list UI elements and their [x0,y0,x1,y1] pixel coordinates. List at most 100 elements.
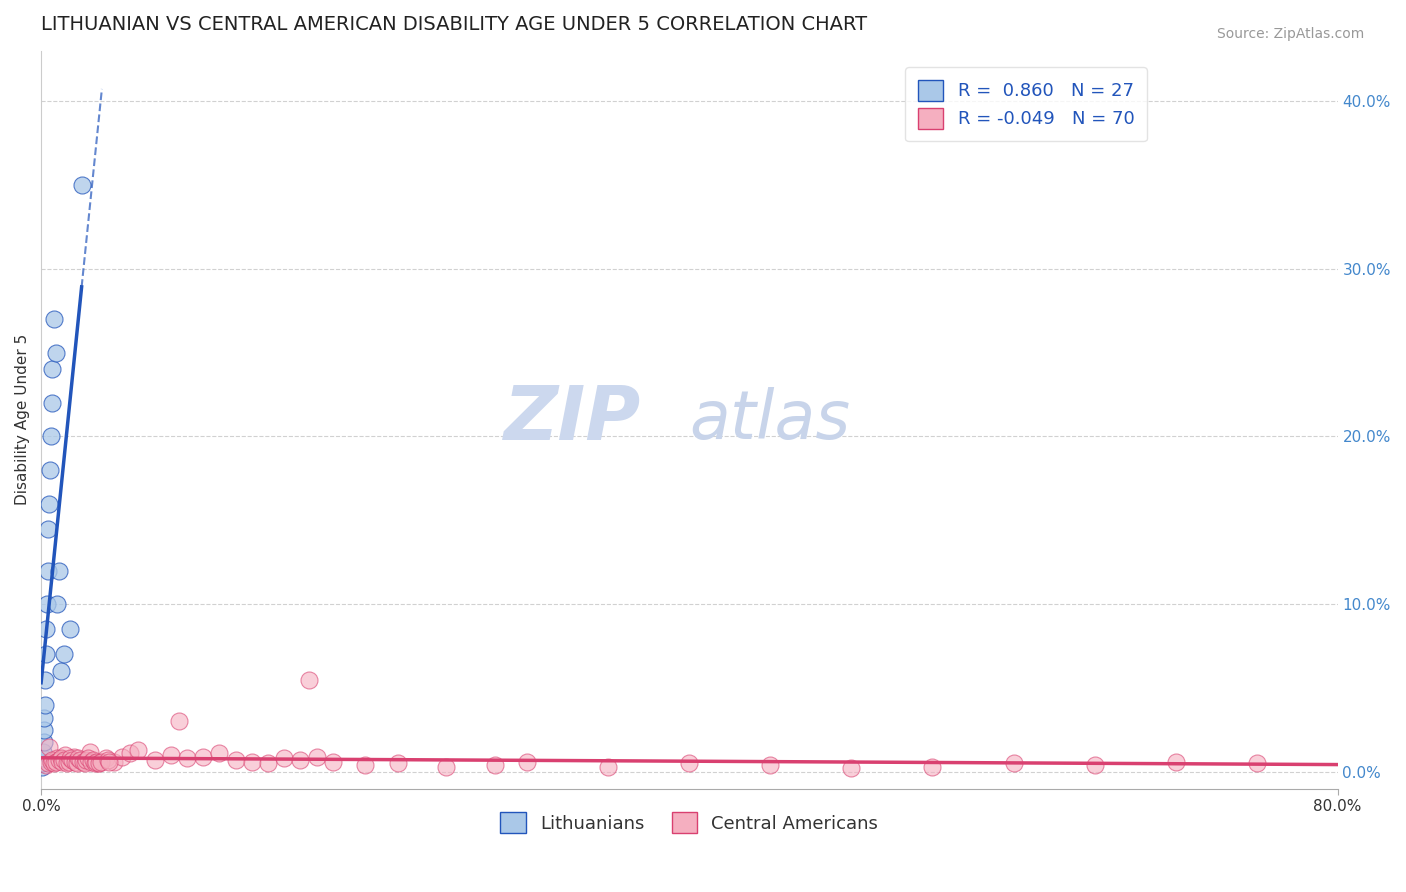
Point [45,345,67,359]
Point [63,755,86,769]
Point [305,749,328,764]
Point [42,312,65,326]
Point [67,751,90,765]
Point [49,751,72,765]
Point [46,597,69,611]
Point [66,756,89,771]
Point [41,362,63,376]
Point [49,664,72,678]
Point [51,755,73,769]
Point [55,747,77,762]
Point [90,755,112,769]
Point [76,753,98,767]
Point [1164,755,1187,769]
Point [69,753,91,767]
Point [208,747,231,761]
Point [516,755,538,769]
Point [35,622,58,636]
Point [46,751,69,765]
Point [39,429,62,443]
Point [322,755,344,769]
Point [103,755,125,769]
Point [34,698,56,712]
Point [79,745,101,759]
Point [290,753,312,767]
Point [434,760,457,774]
Point [52,648,75,662]
Point [37,564,59,578]
Point [35,758,58,772]
Point [678,756,700,771]
Point [143,753,166,767]
Legend: Lithuanians, Central Americans: Lithuanians, Central Americans [488,800,891,846]
Point [31,760,53,774]
Point [45,755,67,769]
Point [159,747,181,762]
Point [58,755,80,769]
Text: atlas: atlas [689,387,851,452]
Point [225,753,247,767]
Point [52,753,75,767]
Point [240,755,263,769]
Point [48,564,70,578]
Point [87,756,110,771]
Point [39,463,62,477]
Point [59,622,82,636]
Point [48,753,70,767]
Point [167,714,190,729]
Point [34,673,56,687]
Point [42,756,65,771]
Point [273,751,295,765]
Point [34,711,56,725]
Point [80,755,103,769]
Point [89,756,111,771]
Point [59,751,82,765]
Point [32,745,55,759]
Point [73,756,96,771]
Point [32,723,55,737]
Text: Source: ZipAtlas.com: Source: ZipAtlas.com [1216,27,1364,41]
Point [96,753,118,767]
Point [34,648,56,662]
Point [41,753,63,767]
Y-axis label: Disability Age Under 5: Disability Age Under 5 [15,334,30,505]
Point [38,496,60,510]
Point [70,753,93,767]
Point [111,749,134,764]
Point [193,749,215,764]
Point [176,751,198,765]
Point [60,753,83,767]
Point [37,756,59,771]
Point [257,756,280,771]
Point [841,761,863,775]
Point [94,751,117,765]
Point [127,743,149,757]
Point [484,758,506,772]
Point [598,760,620,774]
Point [70,178,93,192]
Point [98,755,121,769]
Text: ZIP: ZIP [503,384,641,456]
Point [387,756,409,771]
Point [1083,758,1105,772]
Point [1002,756,1025,771]
Point [41,396,63,410]
Point [83,756,105,771]
Point [921,760,943,774]
Point [35,597,58,611]
Point [32,734,55,748]
Point [31,756,53,771]
Point [62,749,84,764]
Point [37,522,59,536]
Point [39,755,62,769]
Point [297,673,319,687]
Point [354,758,377,772]
Point [759,758,782,772]
Point [77,751,100,765]
Point [72,755,94,769]
Point [82,753,104,767]
Point [120,747,142,761]
Point [1246,756,1268,771]
Point [56,756,79,771]
Point [84,755,107,769]
